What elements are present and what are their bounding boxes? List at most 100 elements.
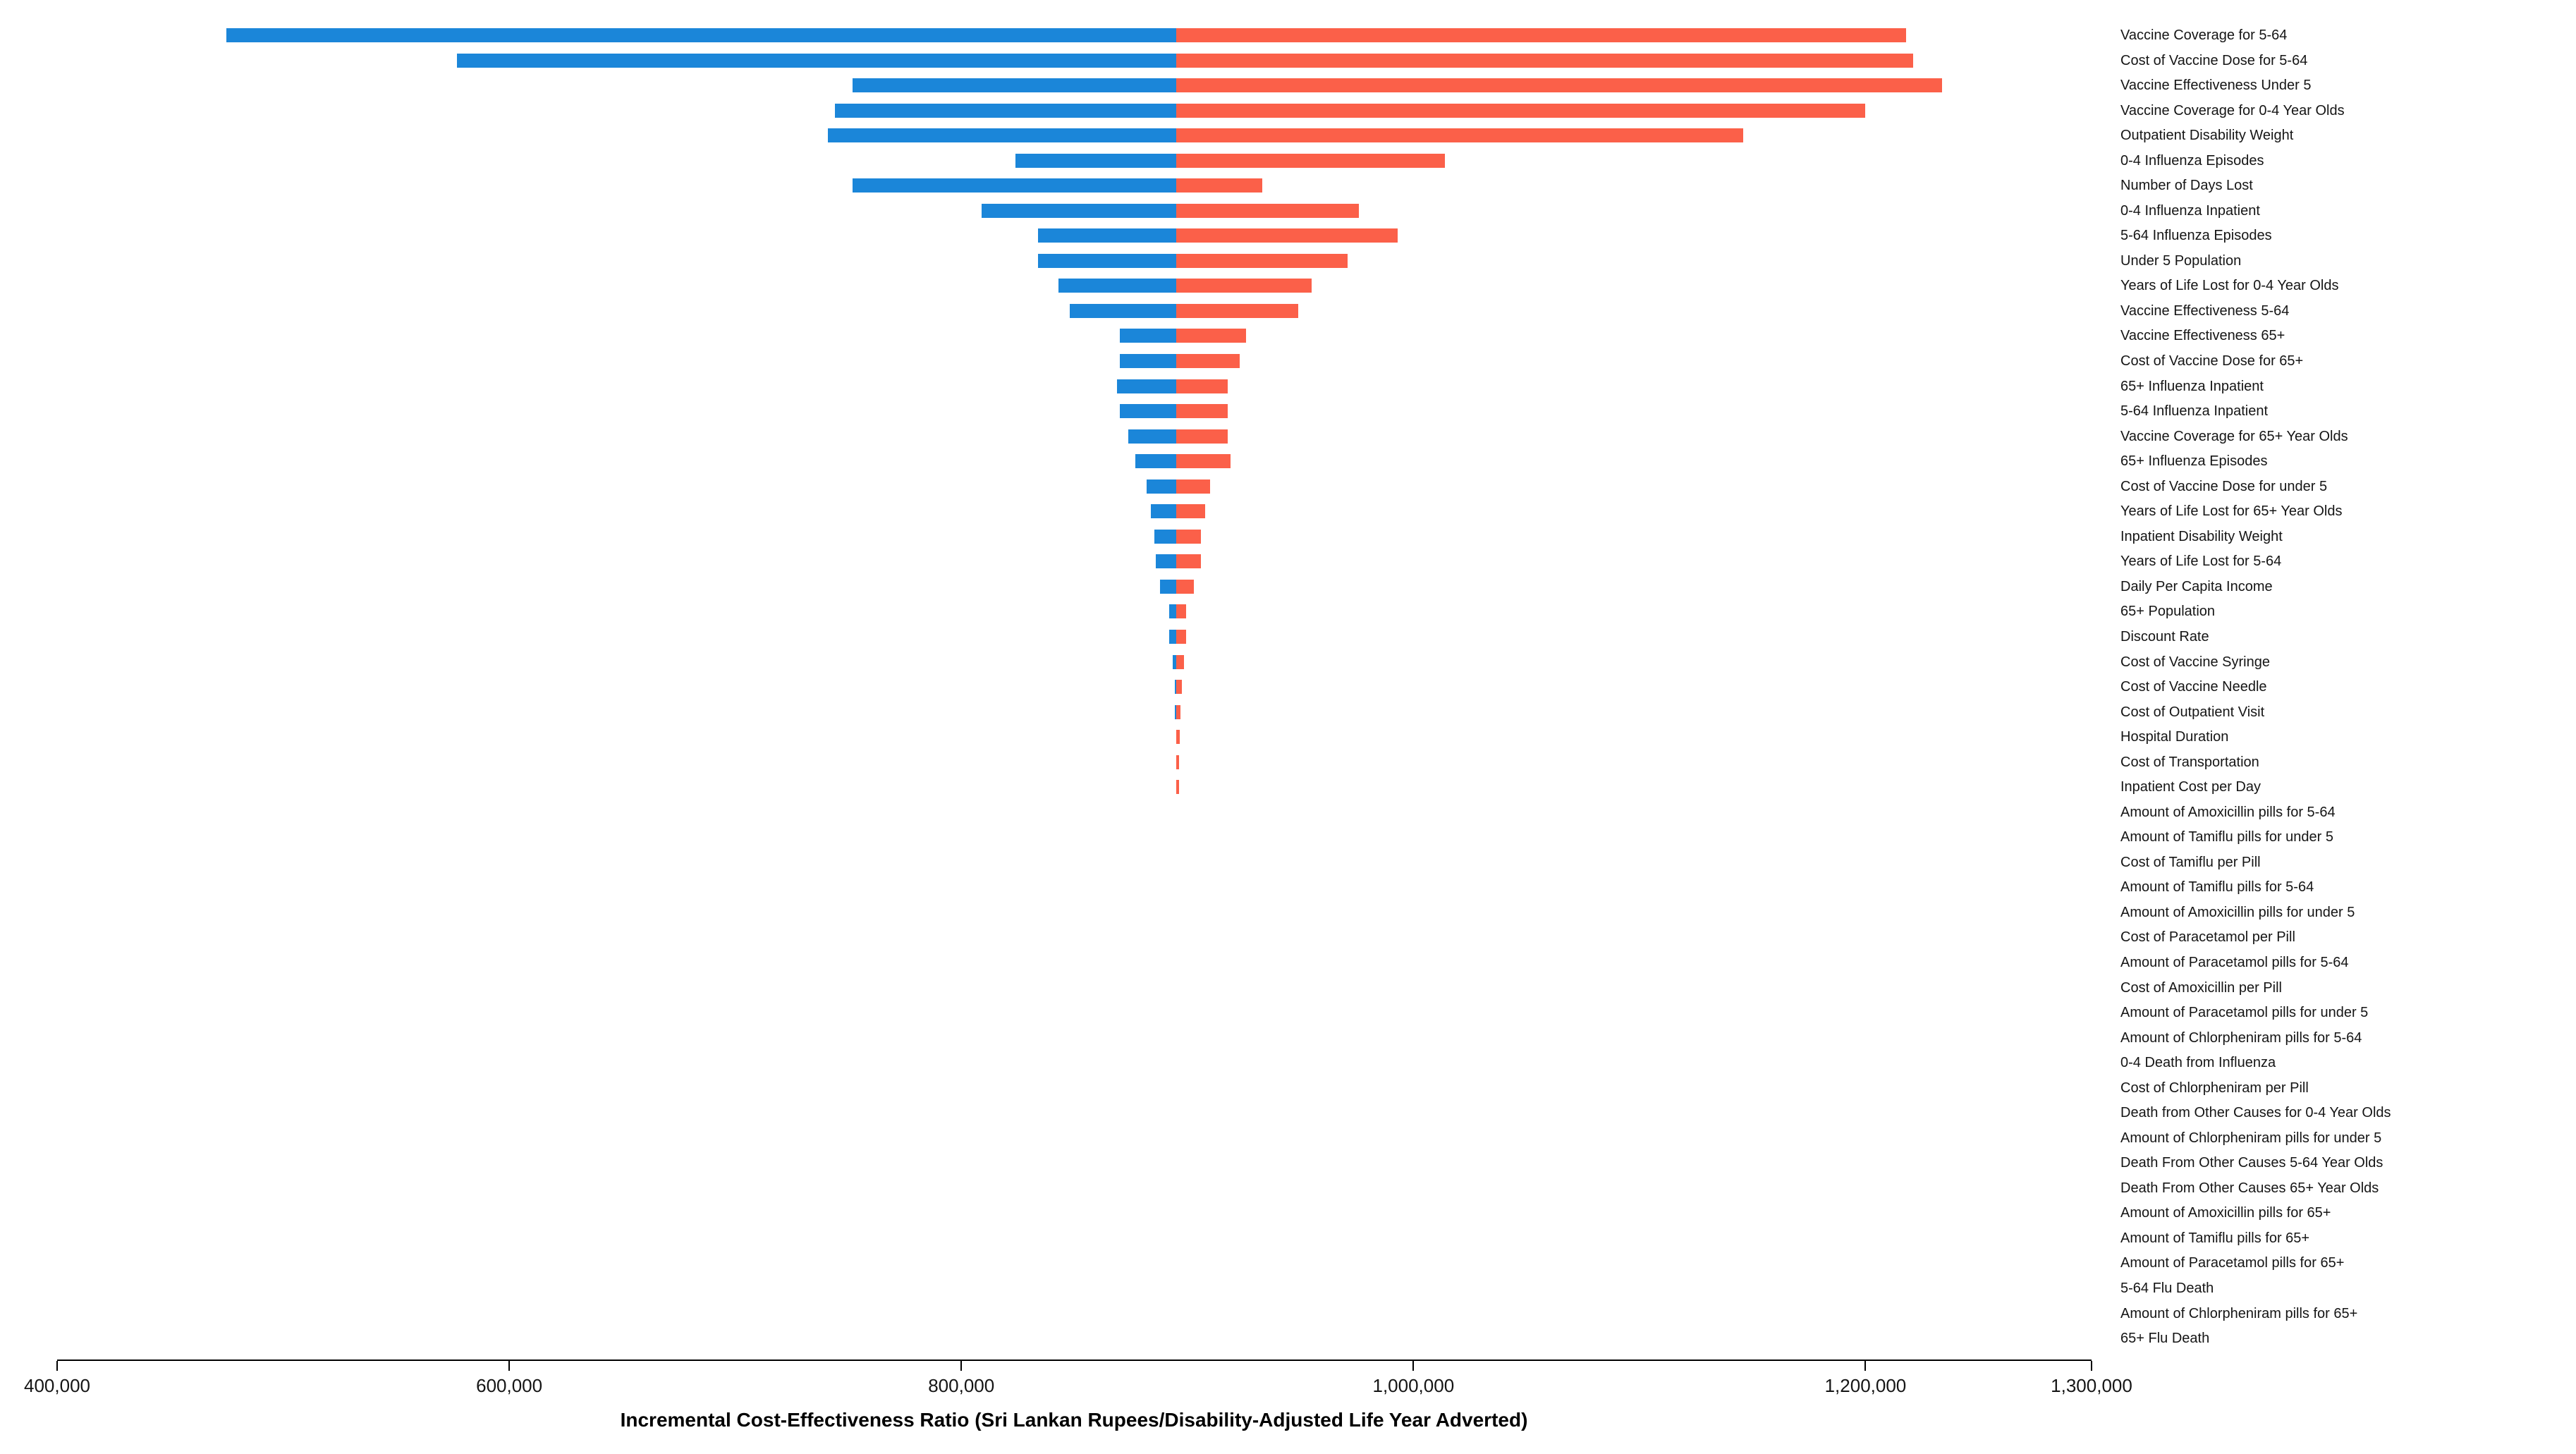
row-label: Amount of Paracetamol pills for under 5 [2120, 1005, 2369, 1021]
x-axis-tick-label: 1,300,000 [2051, 1375, 2132, 1396]
bar-low [457, 53, 1176, 68]
row-label: Cost of Outpatient Visit [2120, 704, 2265, 720]
bar-high [1176, 704, 1181, 719]
row-label: Amount of Chlorpheniram pills for 5-64 [2120, 1030, 2362, 1046]
bar-high [1176, 780, 1179, 795]
row-label: Vaccine Coverage for 65+ Year Olds [2120, 428, 2348, 444]
bar-high [1176, 479, 1210, 494]
row-label: 0-4 Death from Influenza [2120, 1055, 2276, 1071]
row-label: 0-4 Influenza Inpatient [2120, 202, 2260, 219]
bar-high [1176, 755, 1179, 769]
row-label: Cost of Tamiflu per Pill [2120, 854, 2261, 870]
bar-low [1174, 680, 1176, 695]
bar-high [1176, 253, 1348, 268]
bar-low [1070, 303, 1176, 318]
bar-high [1176, 128, 1744, 143]
row-label: Amount of Paracetamol pills for 65+ [2120, 1255, 2345, 1271]
row-label: Amount of Paracetamol pills for 5-64 [2120, 954, 2349, 970]
bar-low [1128, 429, 1176, 444]
row-label: 65+ Influenza Inpatient [2120, 378, 2264, 394]
row-label: Daily Per Capita Income [2120, 578, 2273, 594]
x-axis-tick [56, 1361, 58, 1371]
bar-high [1176, 554, 1201, 569]
bar-low [1119, 354, 1176, 369]
bar-low [1175, 704, 1176, 719]
bar-low [1119, 329, 1176, 343]
row-label: 5-64 Influenza Inpatient [2120, 403, 2269, 420]
bar-low [828, 128, 1176, 143]
row-label: Cost of Vaccine Needle [2120, 679, 2267, 695]
row-label: Vaccine Effectiveness 65+ [2120, 328, 2285, 344]
row-label: Vaccine Coverage for 0-4 Year Olds [2120, 102, 2345, 118]
bar-low [1117, 379, 1176, 393]
bar-high [1176, 680, 1182, 695]
bar-high [1176, 279, 1312, 293]
row-label: 65+ Flu Death [2120, 1331, 2210, 1347]
row-label: Vaccine Effectiveness Under 5 [2120, 78, 2312, 94]
row-label: Under 5 Population [2120, 252, 2242, 269]
bar-low [834, 103, 1176, 118]
bar-high [1176, 178, 1262, 193]
x-axis-tick-label: 400,000 [24, 1375, 90, 1396]
bar-low [1172, 654, 1176, 669]
row-label: Amount of Chlorpheniram pills for under … [2120, 1130, 2382, 1146]
row-label: Amount of Chlorpheniram pills for 65+ [2120, 1305, 2358, 1321]
row-label: Cost of Chlorpheniram per Pill [2120, 1080, 2309, 1096]
x-axis-title: Incremental Cost-Effectiveness Ratio (Sr… [620, 1409, 1528, 1431]
row-label: Cost of Amoxicillin per Pill [2120, 979, 2282, 996]
bar-low [1160, 579, 1176, 594]
x-axis-line [57, 1360, 2092, 1361]
bar-high [1176, 303, 1298, 318]
bar-high [1176, 203, 1360, 218]
bar-high [1176, 454, 1231, 469]
x-axis-tick-label: 800,000 [928, 1375, 995, 1396]
row-label: Cost of Vaccine Dose for under 5 [2120, 478, 2328, 494]
bar-low [1169, 604, 1176, 619]
bar-high [1176, 228, 1398, 243]
bar-low [226, 28, 1176, 42]
x-axis-tick [1412, 1361, 1415, 1371]
x-axis-tick [2091, 1361, 2092, 1371]
row-label: Outpatient Disability Weight [2120, 128, 2294, 144]
bar-low [1147, 479, 1176, 494]
row-label: Inpatient Disability Weight [2120, 528, 2283, 544]
bar-high [1176, 354, 1240, 369]
bar-high [1176, 28, 1907, 42]
bar-low [982, 203, 1176, 218]
bar-high [1176, 529, 1201, 544]
row-label: Amount of Tamiflu pills for 65+ [2120, 1230, 2310, 1246]
row-label: Hospital Duration [2120, 729, 2229, 745]
row-label: Amount of Amoxicillin pills for under 5 [2120, 904, 2355, 920]
bar-low [1154, 529, 1176, 544]
bar-low [1119, 404, 1176, 419]
row-label: Vaccine Coverage for 5-64 [2120, 28, 2288, 43]
bar-high [1176, 579, 1195, 594]
bar-high [1176, 504, 1206, 519]
row-label: Number of Days Lost [2120, 178, 2253, 194]
bar-low [1169, 629, 1176, 644]
row-label: Death from Other Causes for 0-4 Year Old… [2120, 1105, 2391, 1121]
x-axis-tick [1864, 1361, 1867, 1371]
row-label: 0-4 Influenza Episodes [2120, 152, 2264, 169]
bar-low [1151, 504, 1176, 519]
bar-high [1176, 654, 1184, 669]
x-axis-tick [960, 1361, 963, 1371]
x-axis-tick-label: 1,000,000 [1372, 1375, 1455, 1396]
row-label: 65+ Influenza Episodes [2120, 453, 2268, 470]
bar-low [853, 78, 1176, 93]
bar-high [1176, 730, 1180, 745]
bar-low [1038, 253, 1176, 268]
row-label: Inpatient Cost per Day [2120, 779, 2261, 795]
bar-low [1038, 228, 1176, 243]
bar-high [1176, 53, 1913, 68]
row-label: Years of Life Lost for 65+ Year Olds [2120, 503, 2343, 520]
row-label: 5-64 Flu Death [2120, 1281, 2214, 1296]
bar-low [1135, 454, 1176, 469]
row-label: Years of Life Lost for 0-4 Year Olds [2120, 278, 2339, 294]
bar-high [1176, 404, 1228, 419]
row-label: Cost of Transportation [2120, 754, 2259, 770]
row-label: 5-64 Influenza Episodes [2120, 228, 2272, 244]
row-label: Amount of Amoxicillin pills for 5-64 [2120, 804, 2336, 820]
row-label: Death From Other Causes 5-64 Year Olds [2120, 1155, 2383, 1171]
bar-high [1176, 379, 1228, 393]
